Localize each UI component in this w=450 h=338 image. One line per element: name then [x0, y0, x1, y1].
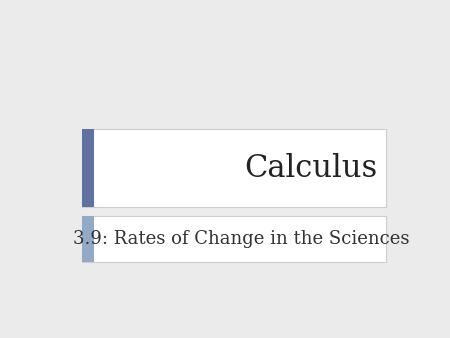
Bar	[82, 216, 94, 262]
Text: 3.9: Rates of Change in the Sciences: 3.9: Rates of Change in the Sciences	[73, 230, 410, 248]
Text: Calculus: Calculus	[244, 152, 377, 184]
Bar	[82, 129, 94, 207]
Bar	[82, 129, 386, 207]
Bar	[82, 216, 386, 262]
